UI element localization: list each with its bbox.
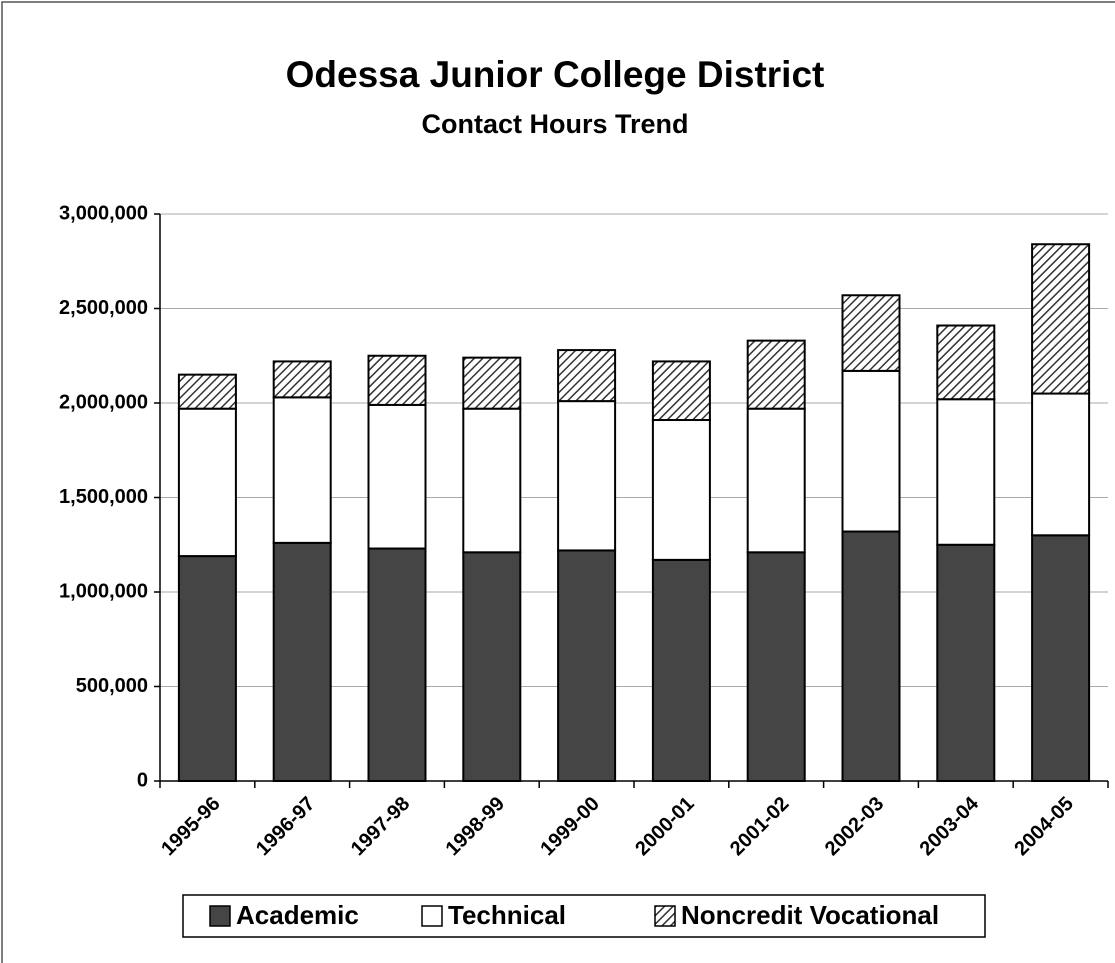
y-tick-label: 2,500,000 <box>59 297 148 319</box>
bar-segment <box>746 339 806 410</box>
y-tick-label: 1,000,000 <box>59 580 148 602</box>
y-tick-label: 0 <box>137 769 148 791</box>
x-tick-label: 1996-97 <box>252 793 319 860</box>
bar-segment <box>272 541 332 782</box>
bar-segment <box>462 356 522 410</box>
chart-subtitle: Contact Hours Trend <box>421 109 688 139</box>
legend-label: Technical <box>448 900 566 930</box>
x-tick-label: 2000-01 <box>631 793 698 860</box>
bar-segment <box>841 294 901 372</box>
bar-segment <box>177 555 237 783</box>
bar-segment <box>936 324 996 401</box>
bar-segment <box>272 360 332 399</box>
x-tick-label: 2003-04 <box>916 792 984 860</box>
x-tick-label: 1999-00 <box>536 793 603 860</box>
x-tick-label: 2004-05 <box>1010 793 1077 860</box>
y-tick-label: 500,000 <box>76 675 148 697</box>
bar-segment <box>841 369 901 533</box>
bar-segment <box>367 547 427 783</box>
bar-segment <box>272 396 332 544</box>
legend-swatch <box>209 905 231 927</box>
y-tick-label: 2,000,000 <box>59 391 148 413</box>
bar-segment <box>1031 392 1091 537</box>
y-tick-label: 1,500,000 <box>59 486 148 508</box>
legend-label: Noncredit Vocational <box>681 900 939 930</box>
bar-segment <box>651 419 711 561</box>
bar-segment <box>177 407 237 558</box>
x-tick-label: 1995-96 <box>157 793 224 860</box>
bar-segment <box>651 558 711 782</box>
bar-segment <box>841 530 901 783</box>
bar-segment <box>746 551 806 782</box>
bar-segment <box>462 551 522 782</box>
bar-segment <box>462 407 522 554</box>
y-tick-label: 3,000,000 <box>59 202 148 224</box>
bar-segment <box>936 543 996 782</box>
bar-segment <box>177 373 237 410</box>
legend-swatch <box>654 905 676 927</box>
legend-swatch <box>421 905 443 927</box>
x-tick-label: 1997-98 <box>347 793 414 860</box>
x-tick-label: 2002-03 <box>821 793 888 860</box>
legend-label: Academic <box>236 900 359 930</box>
bar-segment <box>936 398 996 546</box>
bar-segment <box>557 549 617 782</box>
x-tick-label: 1998-99 <box>442 793 509 860</box>
bar-segment <box>367 354 427 406</box>
bar-segment <box>1031 243 1091 395</box>
bar-segment <box>651 360 711 422</box>
bar-segment <box>367 403 427 550</box>
bar-segment <box>557 349 617 403</box>
chart-title: Odessa Junior College District <box>286 54 825 95</box>
legend-box <box>182 894 986 938</box>
bar-segment <box>557 400 617 552</box>
x-tick-label: 2001-02 <box>726 793 793 860</box>
bar-segment <box>1031 534 1091 782</box>
bar-segment <box>746 407 806 554</box>
